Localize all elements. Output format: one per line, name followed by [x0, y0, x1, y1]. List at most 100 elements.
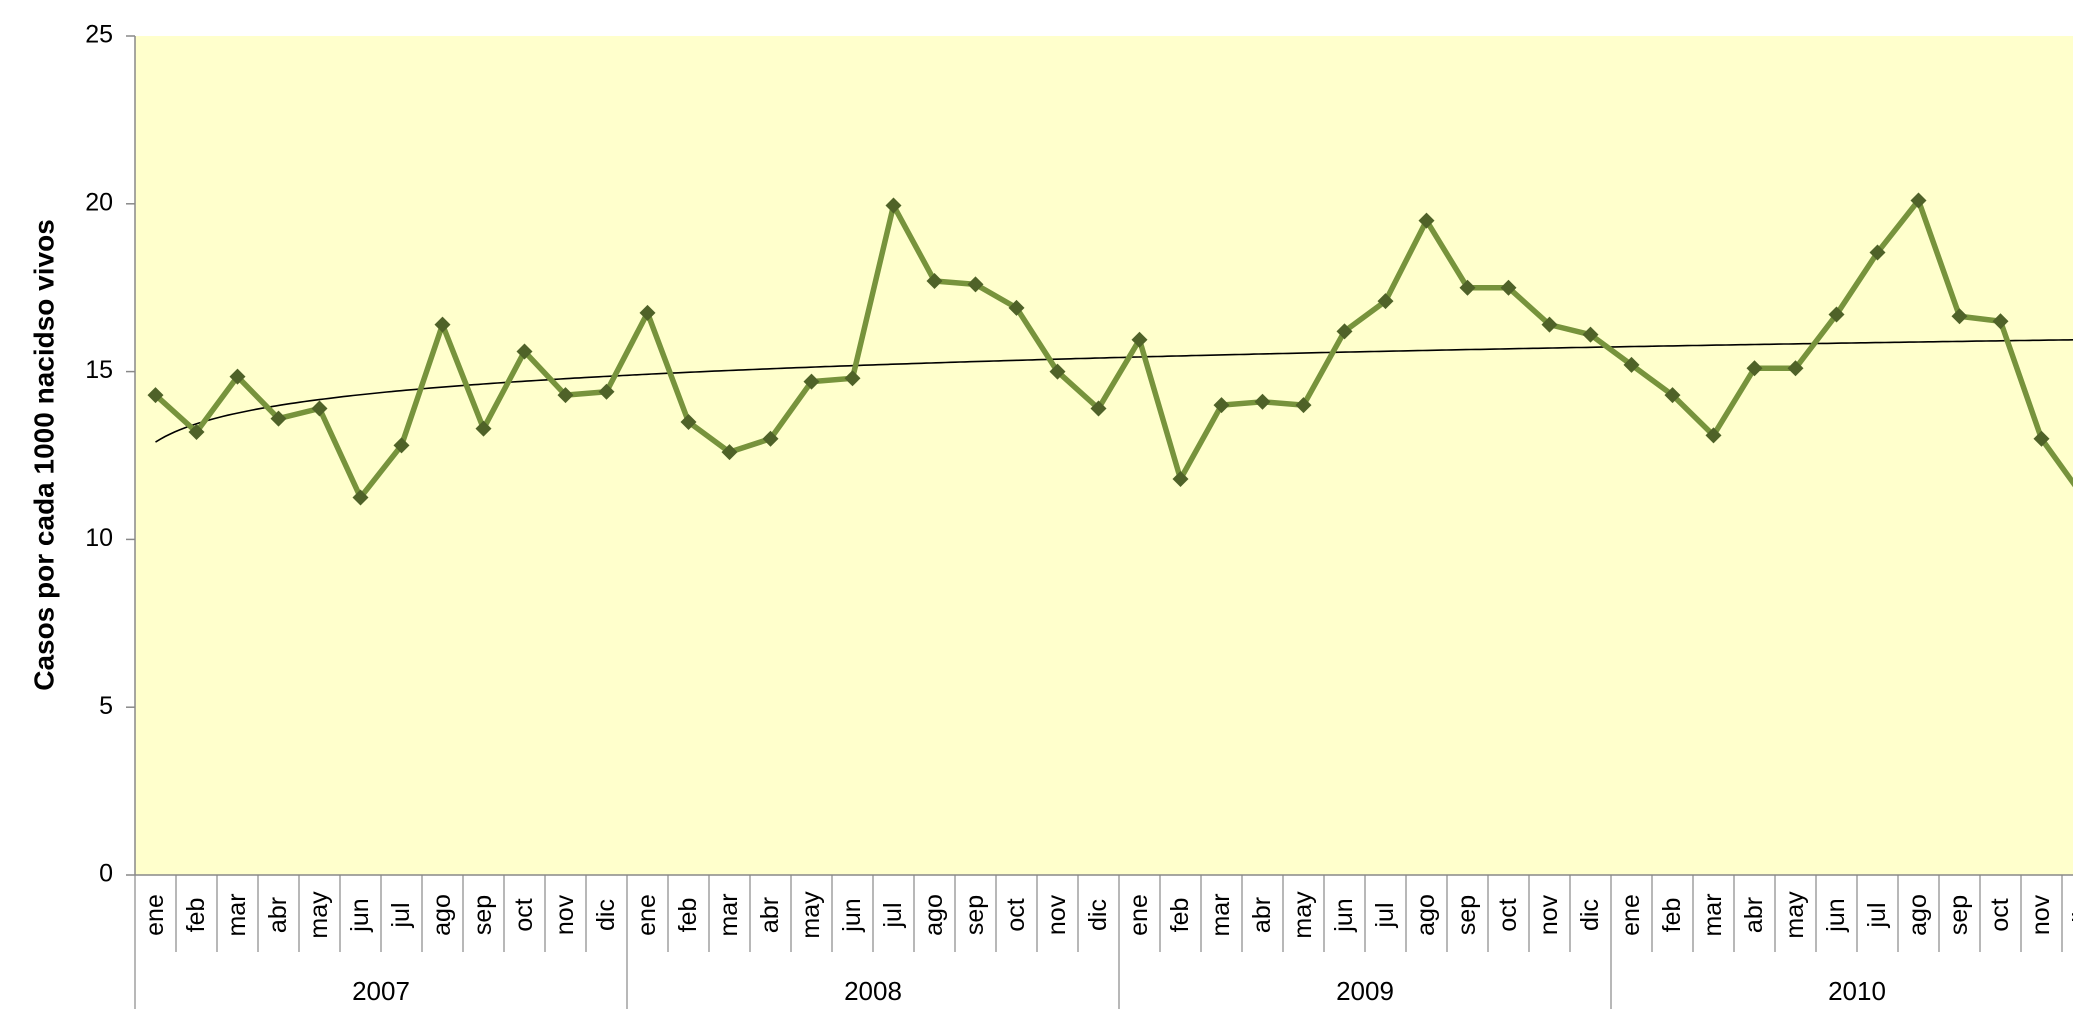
x-tick-label: jul [1863, 902, 1891, 928]
marker [1254, 393, 1271, 410]
x-tick-label: jun [346, 898, 374, 932]
marker [1500, 279, 1517, 296]
marker [434, 316, 451, 333]
x-tick-label: ago [920, 894, 948, 936]
marker [1951, 308, 1968, 325]
x-tick-label: may [1781, 891, 1809, 939]
x-tick-label: jun [838, 898, 866, 932]
marker [475, 420, 492, 437]
x-tick-label: sep [469, 895, 497, 935]
y-axis-label: Casos por cada 1000 nacidso vivos [28, 219, 59, 691]
x-tick-label: may [1289, 891, 1317, 939]
x-tick-label: nov [2027, 894, 2055, 935]
x-tick-label: ene [141, 894, 169, 936]
x-tick-label: feb [674, 898, 702, 933]
y-tick-label: 20 [85, 188, 113, 216]
x-tick-label: nov [551, 894, 579, 935]
marker [1582, 326, 1599, 343]
marker [1623, 356, 1640, 373]
x-tick-label: jul [879, 902, 907, 928]
x-tick-label: feb [182, 898, 210, 933]
marker [1828, 306, 1845, 323]
marker [844, 370, 861, 387]
marker [311, 400, 328, 417]
marker [147, 387, 164, 404]
marker [1213, 397, 1230, 414]
marker [1377, 293, 1394, 310]
marker [557, 387, 574, 404]
x-tick-label: feb [1658, 898, 1686, 933]
x-tick-label: nov [1043, 894, 1071, 935]
marker [1336, 323, 1353, 340]
x-tick-label: oct [1986, 898, 2014, 931]
y-tick-label: 15 [85, 356, 113, 384]
x-tick-label: mar [1207, 893, 1235, 936]
marker [762, 430, 779, 447]
marker [2033, 430, 2050, 447]
year-label: 2009 [1336, 976, 1394, 1006]
marker [1172, 470, 1189, 487]
x-tick-label: sep [961, 895, 989, 935]
marker [1664, 387, 1681, 404]
marker [1992, 313, 2009, 330]
marker [1910, 192, 1927, 209]
x-tick-label: ago [1904, 894, 1932, 936]
x-tick-label: dic [1576, 899, 1604, 931]
marker [721, 444, 738, 461]
year-label: 2008 [844, 976, 902, 1006]
x-tick-label: feb [1166, 898, 1194, 933]
marker [1418, 212, 1435, 229]
marker [967, 276, 984, 293]
x-tick-label: oct [1494, 898, 1522, 931]
marker [229, 368, 246, 385]
marker [1459, 279, 1476, 296]
year-label: 2010 [1828, 976, 1886, 1006]
marker [1746, 360, 1763, 377]
marker [598, 383, 615, 400]
marker [270, 410, 287, 427]
year-label: 2007 [352, 976, 410, 1006]
x-tick-label: jul [387, 902, 415, 928]
x-tick-label: dic [592, 899, 620, 931]
x-tick-label: sep [1945, 895, 1973, 935]
marker [1869, 244, 1886, 261]
marker [188, 424, 205, 441]
marker [680, 413, 697, 430]
y-tick-label: 25 [85, 21, 113, 49]
marker [393, 437, 410, 454]
x-tick-label: ene [633, 894, 661, 936]
x-tick-label: oct [510, 898, 538, 931]
marker [1090, 400, 1107, 417]
x-tick-label: oct [1002, 898, 1030, 931]
x-tick-label: abr [756, 897, 784, 933]
x-tick-label: mar [223, 893, 251, 936]
x-tick-label: jun [1822, 898, 1850, 932]
x-tick-label: may [797, 891, 825, 939]
marker [803, 373, 820, 390]
marker [639, 304, 656, 321]
y-tick-label: 0 [99, 860, 113, 888]
marker [1705, 427, 1722, 444]
x-tick-label: may [305, 891, 333, 939]
x-tick-label: ene [1125, 894, 1153, 936]
x-tick-label: abr [1740, 897, 1768, 933]
x-tick-label: jul [1371, 902, 1399, 928]
marker [1541, 316, 1558, 333]
x-tick-label: sep [1453, 895, 1481, 935]
x-tick-label: abr [264, 897, 292, 933]
x-tick-label: dic [1084, 899, 1112, 931]
x-tick-label: ene [1617, 894, 1645, 936]
marker [1131, 331, 1148, 348]
x-tick-label: mar [1699, 893, 1727, 936]
plot-area [135, 36, 2073, 875]
marker [1008, 299, 1025, 316]
x-tick-label: ago [1412, 894, 1440, 936]
x-tick-label: dic [2068, 899, 2073, 931]
marker [1049, 363, 1066, 380]
x-tick-label: nov [1535, 894, 1563, 935]
x-tick-label: jun [1330, 898, 1358, 932]
y-tick-label: 5 [99, 692, 113, 720]
